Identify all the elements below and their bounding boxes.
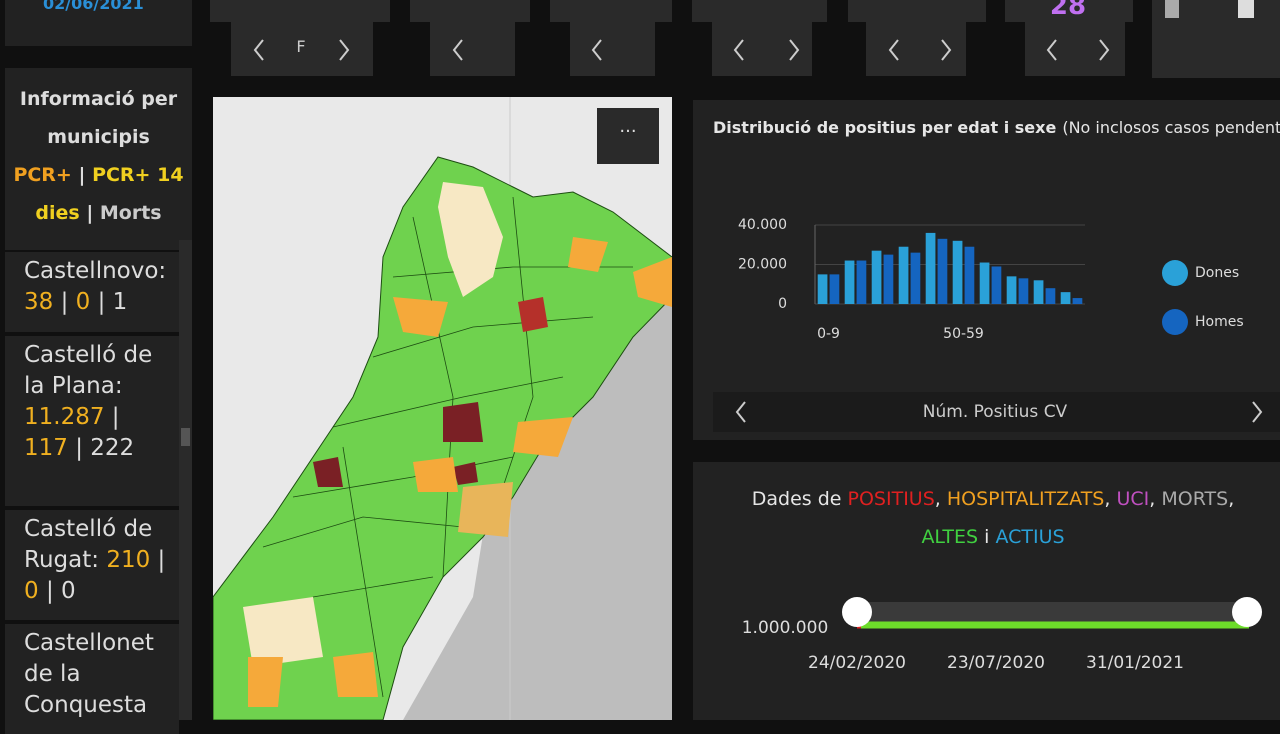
pcr-14: 117	[24, 435, 68, 461]
title-part: MORTS	[1161, 488, 1229, 510]
legend-swatch	[1162, 260, 1188, 286]
pcr-14: 0	[24, 578, 39, 604]
map-menu[interactable]: ···	[619, 121, 636, 142]
municipality-name: Castellonet de la Conquesta	[24, 630, 154, 718]
scrollbar	[179, 240, 192, 720]
municipality: Castelló de Rugat: 210 | 0 | 0	[5, 510, 179, 620]
title-part: Dades de	[751, 488, 848, 510]
bar	[871, 250, 882, 304]
municipal-header: Informació per municipis PCR+ | PCR+ 14 …	[5, 68, 192, 250]
municipality-name: Castelló de la Plana	[24, 342, 153, 399]
bar	[844, 260, 855, 304]
y-tick-label: 20.000	[738, 257, 787, 273]
bar	[1018, 278, 1029, 304]
bar	[925, 232, 936, 304]
bar	[952, 240, 963, 304]
municipality-name: Castelló de Rugat	[24, 516, 153, 573]
widget-letter: F	[296, 37, 305, 56]
slider-handle[interactable]	[1232, 597, 1262, 627]
metric: PCR+	[13, 164, 72, 186]
separator: |	[111, 404, 120, 430]
municipality-name: Castellnovo	[24, 258, 159, 284]
title-part: HOSPITALITZATS	[946, 488, 1105, 510]
title-part: ,	[1228, 488, 1235, 510]
widget-count: 28	[1050, 0, 1086, 21]
bar	[1045, 288, 1056, 304]
x-tick-label: 50-59	[943, 326, 984, 342]
pcr-14: 0	[75, 289, 91, 315]
bar	[1060, 292, 1071, 304]
title-part: ,	[1149, 488, 1162, 510]
separator: :	[91, 547, 99, 573]
timeline: 1.000.000 24/02/2020 23/07/2020 31/01/20…	[742, 597, 1262, 673]
bar	[898, 246, 909, 304]
metric: PCR+ 14 dies	[35, 164, 184, 224]
pcr: 11.287	[24, 404, 105, 430]
separator: |	[78, 164, 86, 186]
y-tick-label: 40.000	[738, 217, 787, 233]
deaths: 1	[112, 289, 128, 315]
bar	[856, 260, 867, 304]
chart-title: Distribució de positius per edat i sexe	[713, 118, 1056, 137]
municipality: Castellnovo: 38 | 0 | 1	[5, 252, 179, 332]
separator: |	[45, 578, 54, 604]
bar	[817, 274, 828, 304]
date-label: 24/02/2020	[808, 653, 906, 673]
age-chart: Distribució de positius per edat i sexe (…	[713, 118, 1280, 432]
slider-handle[interactable]	[842, 597, 872, 627]
title-part: i	[978, 526, 996, 548]
chart-title: Distribució de positius per edat i sexe (…	[713, 118, 1280, 137]
chart-footer: Núm. Positius CV	[923, 402, 1068, 422]
separator: :	[158, 258, 167, 284]
deaths: 0	[61, 578, 76, 604]
bar	[991, 266, 1002, 304]
separator: |	[86, 202, 94, 224]
title-part: ,	[934, 488, 947, 510]
y-tick-label: 0	[778, 296, 787, 312]
bar	[883, 254, 894, 304]
timeline-panel: Dades de POSITIUS, HOSPITALITZATS, UCI, …	[693, 462, 1280, 720]
title-part: ,	[1104, 488, 1117, 510]
pcr: 38	[24, 289, 54, 315]
bar	[1033, 280, 1044, 304]
title-part: ACTIUS	[995, 526, 1065, 548]
timeline-title: Dades de POSITIUS, HOSPITALITZATS, UCI, …	[723, 480, 1263, 556]
bar	[829, 274, 840, 304]
panel-title: Informació per municipis	[19, 88, 178, 148]
date-box: 02/06/2021	[5, 0, 192, 46]
separator: |	[60, 289, 69, 315]
bar	[1006, 276, 1017, 304]
bar	[1072, 298, 1083, 304]
separator: |	[157, 547, 166, 573]
bar	[910, 252, 921, 304]
separator: |	[75, 435, 83, 461]
title-part: ALTES	[921, 526, 979, 548]
x-tick-label: 0-9	[817, 326, 840, 342]
legend-swatch	[1162, 309, 1188, 335]
bar	[937, 238, 948, 304]
deaths: 222	[90, 435, 135, 461]
date-label: 31/01/2021	[1086, 653, 1184, 673]
metric: Morts	[99, 202, 162, 224]
date: 02/06/2021	[43, 0, 144, 13]
title-part: UCI	[1116, 488, 1150, 510]
municipality: Castellonet de la Conquesta	[5, 624, 179, 734]
chart-subtitle: (No inclosos casos pendents d'assignar)	[1062, 118, 1280, 137]
slider-value: 1.000.000	[742, 618, 829, 638]
pcr: 210	[106, 547, 151, 573]
separator: |	[97, 289, 106, 315]
title-part: POSITIUS	[847, 488, 935, 510]
map: ···	[213, 97, 672, 720]
bar	[979, 262, 990, 304]
legend-label: Homes	[1195, 314, 1244, 330]
bar	[964, 246, 975, 304]
municipality: Castelló de la Plana: 11.287 | 117 | 222	[5, 336, 179, 506]
legend-label: Dones	[1195, 265, 1239, 281]
top-widgets: F 28	[210, 0, 1280, 78]
date-label: 23/07/2020	[947, 653, 1045, 673]
separator: :	[114, 373, 123, 399]
